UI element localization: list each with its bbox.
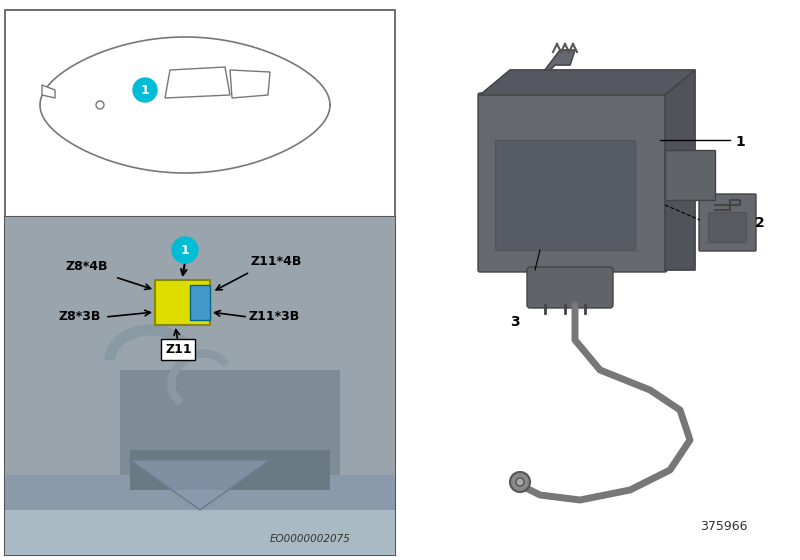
Bar xyxy=(708,212,746,242)
Bar xyxy=(130,450,330,490)
Text: Z11*3B: Z11*3B xyxy=(248,310,299,323)
Bar xyxy=(120,370,340,500)
Circle shape xyxy=(133,78,157,102)
Circle shape xyxy=(516,478,524,486)
Bar xyxy=(5,10,395,220)
Bar xyxy=(5,510,395,555)
Text: 375966: 375966 xyxy=(700,520,747,533)
Polygon shape xyxy=(480,70,695,95)
Text: 2: 2 xyxy=(755,216,765,230)
FancyBboxPatch shape xyxy=(527,267,613,308)
Bar xyxy=(665,150,715,200)
Bar xyxy=(155,280,210,325)
Text: 3: 3 xyxy=(510,315,520,329)
FancyBboxPatch shape xyxy=(478,93,667,272)
Bar xyxy=(5,217,395,555)
Circle shape xyxy=(510,472,530,492)
Polygon shape xyxy=(42,85,55,98)
Text: Z8*4B: Z8*4B xyxy=(65,260,107,273)
Bar xyxy=(5,475,395,555)
Text: Z11*4B: Z11*4B xyxy=(250,255,302,268)
Text: Z11: Z11 xyxy=(165,343,192,356)
Bar xyxy=(5,217,395,555)
Polygon shape xyxy=(545,50,575,70)
Text: 1: 1 xyxy=(181,244,190,256)
Polygon shape xyxy=(165,67,230,98)
Polygon shape xyxy=(130,460,270,510)
FancyBboxPatch shape xyxy=(699,194,756,251)
Text: Z8*3B: Z8*3B xyxy=(58,310,100,323)
Circle shape xyxy=(172,237,198,263)
Polygon shape xyxy=(665,70,695,270)
Text: 1: 1 xyxy=(735,135,745,149)
Text: EO0000002075: EO0000002075 xyxy=(270,534,351,544)
Bar xyxy=(495,140,635,250)
Polygon shape xyxy=(230,70,270,98)
Bar xyxy=(190,285,210,320)
Text: 1: 1 xyxy=(141,83,150,96)
